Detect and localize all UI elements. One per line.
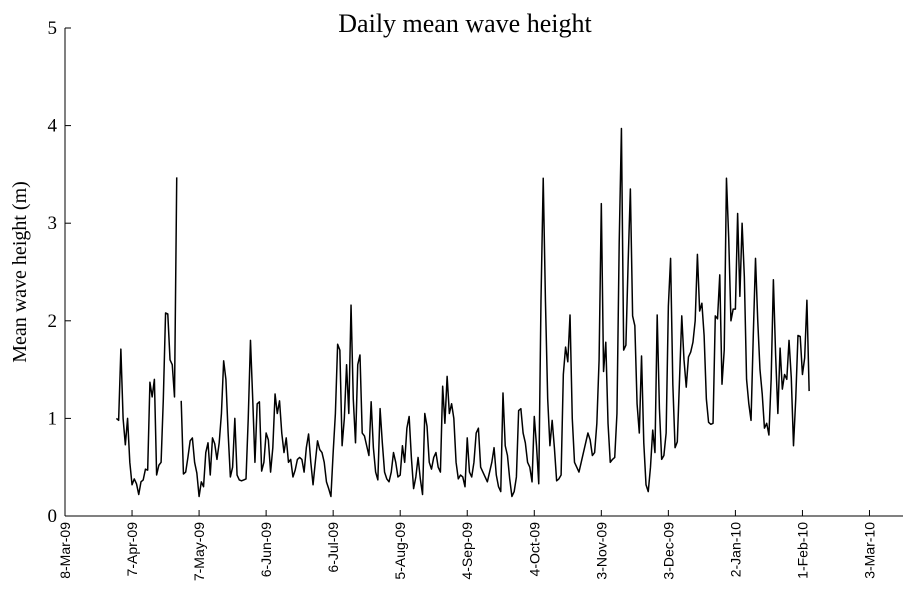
y-tick-label: 2 [48, 311, 58, 332]
y-tick-label: 4 [48, 116, 58, 137]
x-tick-label: 7-May-09 [191, 522, 207, 581]
x-tick-label: 6-Jun-09 [258, 522, 274, 577]
y-tick-label: 3 [48, 213, 58, 234]
x-tick-label: 6-Jul-09 [325, 522, 341, 573]
x-tick-label: 8-Mar-09 [57, 522, 73, 579]
x-tick-label: 4-Sep-09 [459, 522, 475, 580]
x-tick-label: 3-Dec-09 [660, 522, 676, 580]
y-tick-label: 5 [48, 18, 58, 39]
x-tick-label: 3-Nov-09 [593, 522, 609, 580]
chart-title: Daily mean wave height [338, 9, 592, 38]
x-tick-label: 2-Jan-10 [727, 522, 743, 577]
data-line [115, 127, 810, 498]
x-tick-label: 7-Apr-09 [124, 522, 140, 577]
y-tick-label: 0 [48, 506, 58, 527]
x-tick-label: 4-Oct-09 [526, 522, 542, 577]
y-tick-label: 1 [48, 408, 58, 429]
y-axis-label: Mean wave height (m) [9, 181, 31, 363]
x-tick-label: 1-Feb-10 [794, 522, 810, 579]
x-tick-label: 3-Mar-10 [861, 522, 877, 579]
x-tick-label: 5-Aug-09 [392, 522, 408, 580]
